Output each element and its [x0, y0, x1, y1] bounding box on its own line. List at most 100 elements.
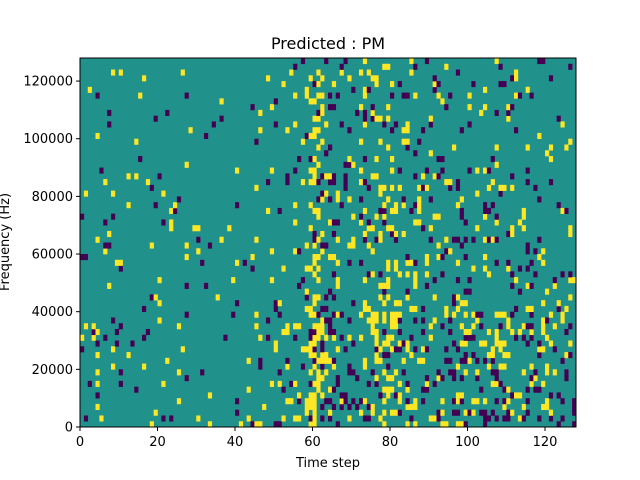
heatmap-cell [366, 219, 371, 226]
heatmap-cell [312, 127, 317, 134]
heatmap-cell [328, 386, 333, 393]
heatmap-cell [405, 92, 410, 99]
heatmap-cell [498, 346, 503, 353]
heatmap-cell [370, 409, 375, 416]
heatmap-cell [153, 202, 158, 209]
heatmap-cell [95, 403, 100, 411]
heatmap-cell [467, 328, 472, 336]
heatmap-cell [347, 75, 352, 82]
heatmap-cell [421, 386, 426, 393]
heatmap-cell [421, 398, 426, 405]
heatmap-cell [118, 323, 123, 330]
heatmap-cell [417, 202, 422, 209]
heatmap-cell [397, 409, 402, 416]
heatmap-cell [312, 300, 317, 307]
heatmap-cell [300, 363, 306, 370]
heatmap-cell [432, 75, 437, 82]
heatmap-cell [448, 317, 453, 324]
heatmap-cell [312, 421, 317, 428]
heatmap-cell [548, 156, 554, 163]
heatmap-cell [494, 380, 499, 387]
heatmap-cell [254, 421, 259, 428]
heatmap-cell [331, 334, 337, 341]
heatmap-cell [413, 219, 418, 226]
heatmap-cell [533, 369, 538, 376]
heatmap-cell [250, 421, 255, 428]
heatmap-cell [145, 328, 151, 336]
heatmap-cell [308, 403, 313, 411]
heatmap-cell [378, 294, 383, 301]
heatmap-cell [161, 415, 166, 422]
heatmap-cell [304, 403, 309, 411]
heatmap-cell [382, 207, 387, 214]
heatmap-cell [405, 144, 410, 151]
heatmap-cell [324, 352, 329, 359]
heatmap-cell [250, 254, 255, 261]
heatmap-cell [452, 311, 457, 318]
heatmap-cell [506, 265, 511, 272]
heatmap-cell [308, 75, 313, 82]
heatmap-cell [297, 282, 302, 289]
heatmap-cell [339, 69, 344, 76]
heatmap-cell [424, 259, 430, 266]
heatmap-cell [269, 380, 275, 387]
heatmap-cell [440, 421, 445, 428]
heatmap-cell [316, 311, 321, 318]
heatmap-cell [335, 92, 340, 99]
heatmap-cell [455, 184, 461, 191]
heatmap-cell [335, 196, 340, 203]
heatmap-cell [320, 75, 325, 82]
heatmap-cell [455, 69, 461, 76]
heatmap-cell [448, 184, 453, 191]
heatmap-cell [386, 282, 391, 289]
heatmap-cell [393, 409, 399, 416]
heatmap-cell [506, 317, 511, 324]
heatmap-cell [312, 167, 317, 174]
heatmap-cell [428, 334, 433, 341]
heatmap-cell [157, 173, 162, 180]
heatmap-cell [568, 294, 573, 301]
heatmap-cell [428, 196, 433, 203]
heatmap-cell [335, 311, 340, 318]
heatmap-cell [390, 311, 395, 318]
heatmap-cell [351, 369, 356, 376]
heatmap-cell [459, 196, 464, 203]
heatmap-cell [370, 248, 375, 255]
heatmap-cell [103, 242, 108, 249]
heatmap-cell [517, 415, 523, 422]
heatmap-cell [351, 398, 356, 405]
heatmap-cell [324, 294, 329, 301]
heatmap-cell [374, 311, 379, 318]
heatmap-cell [339, 392, 344, 399]
heatmap-cell [382, 317, 387, 324]
heatmap-cell [297, 392, 302, 399]
heatmap-cell [483, 202, 488, 209]
heatmap-cell [285, 357, 290, 364]
heatmap-cell [320, 323, 325, 330]
heatmap-cell [541, 328, 546, 336]
heatmap-cell [541, 403, 546, 411]
heatmap-cell [378, 282, 383, 289]
heatmap-cell [374, 340, 379, 347]
heatmap-cell [405, 254, 410, 261]
heatmap-cell [537, 58, 542, 65]
heatmap-cell [413, 63, 418, 70]
heatmap-cell [452, 409, 457, 416]
heatmap-cell [386, 340, 391, 347]
heatmap-cell [157, 300, 162, 307]
heatmap-cell [351, 340, 356, 347]
heatmap-cell [548, 179, 554, 186]
heatmap-cell [417, 184, 422, 191]
heatmap-cell [316, 109, 321, 116]
heatmap-cell [111, 213, 116, 220]
heatmap-cell [413, 282, 418, 289]
heatmap-cell [366, 242, 371, 249]
heatmap-cell [405, 259, 410, 266]
y-tick-label: 20000 [32, 363, 73, 378]
heatmap-cell [386, 265, 391, 272]
heatmap-cell [378, 207, 383, 214]
heatmap-cell [269, 277, 275, 284]
heatmap-cell [502, 311, 507, 318]
heatmap-cell [475, 357, 480, 364]
